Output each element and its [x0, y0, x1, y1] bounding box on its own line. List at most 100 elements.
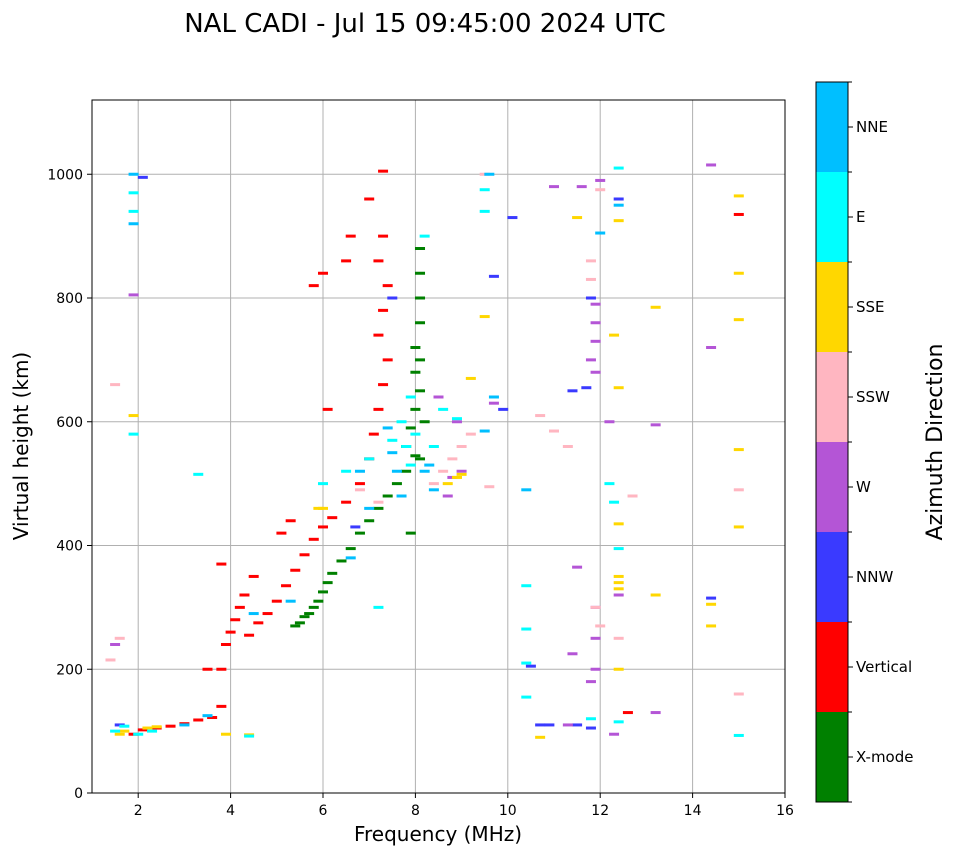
data-point	[382, 494, 393, 498]
data-point	[590, 302, 601, 306]
data-point	[387, 451, 398, 455]
data-point	[433, 395, 444, 399]
data-point	[451, 420, 462, 424]
data-point	[216, 704, 227, 708]
data-point	[193, 718, 204, 722]
colorbar-tick-label: E	[856, 208, 865, 226]
data-point	[354, 482, 365, 486]
data-point	[498, 407, 509, 411]
data-point	[479, 209, 490, 213]
series-nne	[128, 172, 624, 727]
data-point	[572, 216, 583, 220]
data-point	[391, 482, 402, 486]
y-tick-label: 0	[74, 786, 83, 802]
data-point	[336, 559, 347, 563]
data-point	[327, 516, 338, 520]
data-point	[442, 482, 453, 486]
data-point	[613, 593, 624, 597]
data-point	[706, 602, 717, 606]
data-point	[451, 417, 462, 421]
data-point	[562, 445, 573, 448]
data-point	[479, 429, 490, 433]
data-point	[225, 630, 236, 634]
data-point	[378, 234, 389, 238]
data-point	[428, 482, 439, 486]
data-point	[373, 605, 384, 609]
data-point	[424, 463, 435, 467]
data-point	[322, 581, 333, 585]
x-tick-label: 8	[411, 803, 420, 819]
data-point	[253, 621, 264, 625]
data-point	[567, 652, 578, 656]
colorbar-tick-label: NNW	[856, 568, 893, 586]
data-point	[354, 469, 365, 473]
data-point	[290, 624, 301, 628]
data-point	[613, 587, 624, 591]
data-point	[382, 426, 393, 430]
data-point	[622, 711, 633, 715]
data-point	[285, 599, 296, 603]
series-ssw	[105, 172, 744, 696]
x-axis-label: Frequency (MHz)	[354, 822, 522, 846]
data-point	[318, 590, 328, 594]
data-point	[456, 445, 467, 448]
y-tick-label: 400	[56, 539, 83, 555]
data-point	[650, 423, 661, 427]
data-point	[428, 445, 439, 448]
data-point	[396, 494, 407, 498]
colorbar-segment	[816, 262, 848, 352]
colorbar-tick-label: NNE	[856, 118, 888, 136]
data-point	[521, 661, 532, 665]
y-tick-label: 200	[56, 662, 83, 678]
colorbar-tick-label: SSE	[856, 298, 885, 316]
data-point	[484, 485, 495, 489]
data-point	[650, 593, 661, 597]
data-point	[220, 732, 231, 736]
data-point	[410, 346, 421, 349]
data-point	[248, 612, 259, 616]
y-axis-label: Virtual height (km)	[9, 352, 33, 541]
data-point	[585, 277, 596, 281]
data-point	[613, 720, 624, 724]
data-point	[733, 488, 744, 492]
data-point	[165, 724, 176, 728]
data-point	[521, 695, 532, 699]
data-point	[234, 605, 245, 609]
data-point	[484, 172, 495, 176]
data-point	[415, 389, 426, 393]
data-point	[248, 574, 259, 578]
y-tick-label: 800	[56, 291, 83, 307]
data-point	[733, 194, 744, 198]
data-point	[299, 615, 310, 619]
y-axis-ticks: 0 200 400 600 800 1000	[47, 167, 92, 802]
data-point	[318, 525, 328, 529]
data-point	[142, 726, 153, 730]
data-point	[128, 222, 139, 226]
x-tick-label: 12	[591, 803, 609, 819]
data-point	[368, 432, 379, 436]
data-point	[595, 178, 606, 182]
data-point	[706, 596, 717, 600]
data-point	[373, 506, 384, 510]
data-point	[216, 562, 227, 566]
data-point	[488, 395, 499, 399]
colorbar-tick-label: Vertical	[856, 658, 912, 676]
data-point	[345, 556, 356, 560]
data-point	[456, 472, 467, 476]
data-point	[535, 723, 546, 727]
colorbar-tick-label: X-mode	[856, 748, 913, 766]
data-point	[341, 469, 352, 473]
data-point	[613, 219, 624, 223]
x-tick-label: 4	[226, 803, 235, 819]
data-point	[410, 454, 421, 458]
data-point	[387, 438, 398, 442]
data-point	[313, 599, 324, 603]
data-point	[609, 500, 620, 504]
data-point	[382, 358, 393, 362]
data-point	[590, 636, 601, 640]
data-point	[733, 271, 744, 275]
data-point	[114, 636, 125, 640]
data-point	[391, 469, 402, 473]
data-point	[613, 547, 624, 551]
